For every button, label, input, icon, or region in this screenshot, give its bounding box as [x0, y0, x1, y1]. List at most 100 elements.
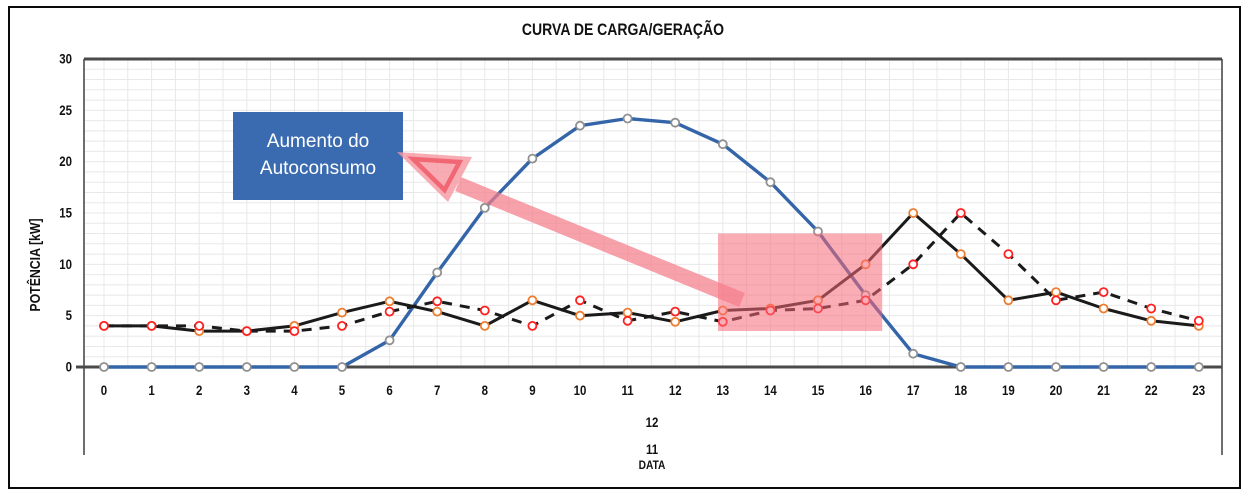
x-tick-label: 2 — [196, 383, 202, 398]
marker-carga — [527, 295, 538, 306]
x-tick-label: 0 — [101, 383, 107, 398]
tick-labels: 0 1 2 3 4 5 6 7 8 9 10 11 12 13 14 15 16 17 18 19 20 21 22 2305… — [59, 52, 1205, 399]
marker-carga — [955, 249, 966, 260]
marker-carga — [908, 208, 919, 218]
y-tick-label: 20 — [59, 154, 72, 169]
x-tick-label: 6 — [386, 383, 392, 398]
x-tick-label: 14 — [764, 383, 777, 398]
marker-geracao-fv — [1003, 362, 1014, 372]
marker-carga-deslocada — [479, 305, 490, 316]
x-tick-label: 1 — [148, 383, 154, 398]
marker-carga-deslocada — [527, 320, 538, 331]
y-tick-label: 15 — [59, 206, 72, 221]
x-tick-label: 23 — [1192, 383, 1205, 398]
marker-geracao-fv — [622, 113, 633, 124]
y-tick-label: 30 — [59, 52, 72, 67]
marker-geracao-fv — [241, 362, 252, 372]
highlight-region — [718, 233, 883, 331]
marker-carga-deslocada — [337, 320, 347, 331]
marker-carga — [622, 307, 633, 318]
marker-carga — [1098, 303, 1109, 314]
marker-carga — [432, 306, 443, 317]
x-tick-label: 8 — [482, 383, 488, 398]
marker-carga-deslocada — [146, 320, 157, 331]
x-tick-label: 11 — [622, 383, 634, 398]
marker-carga-deslocada — [432, 296, 443, 307]
series-geracao-fv — [99, 113, 1204, 372]
x-tick-label: 3 — [244, 383, 250, 398]
x-tick-label: 20 — [1050, 383, 1063, 398]
annotation-box: Aumento do Autoconsumo — [233, 112, 403, 200]
marker-carga — [479, 320, 490, 331]
marker-geracao-fv — [479, 202, 490, 213]
marker-geracao-fv — [670, 117, 681, 128]
marker-geracao-fv — [765, 177, 776, 188]
marker-geracao-fv — [1193, 362, 1204, 372]
chart-title: CURVA DE CARGA/GERAÇÃO — [522, 20, 724, 39]
x-tick-label: 12 — [669, 383, 682, 398]
y-tick-label: 10 — [59, 257, 72, 272]
marker-carga-deslocada — [908, 259, 919, 270]
y-tick-label: 0 — [66, 360, 72, 375]
x-tick-label: 19 — [1002, 383, 1015, 398]
marker-geracao-fv — [575, 120, 585, 131]
x-tick-label: 9 — [529, 383, 535, 398]
marker-carga — [1146, 315, 1157, 326]
x-tick-label: 7 — [434, 383, 440, 398]
marker-carga-deslocada — [1098, 287, 1109, 298]
marker-carga — [575, 310, 585, 321]
highlight-rect — [718, 233, 883, 331]
marker-geracao-fv — [384, 335, 395, 346]
marker-carga-deslocada — [1003, 249, 1014, 260]
marker-geracao-fv — [289, 362, 300, 372]
marker-carga — [670, 316, 681, 327]
marker-carga-deslocada — [1146, 303, 1157, 314]
x-axis-sublabel-day: 12 — [646, 415, 659, 430]
marker-carga-deslocada — [289, 326, 300, 337]
marker-carga — [384, 296, 395, 307]
marker-carga-deslocada — [622, 315, 633, 326]
marker-carga-deslocada — [241, 326, 252, 337]
marker-carga-deslocada — [194, 320, 205, 331]
marker-geracao-fv — [1146, 362, 1157, 372]
y-tick-label: 5 — [66, 308, 72, 323]
x-axis-title: DATA — [639, 459, 666, 472]
marker-geracao-fv — [1098, 362, 1109, 372]
marker-carga-deslocada — [575, 295, 585, 306]
marker-carga-deslocada — [99, 320, 109, 331]
marker-carga — [1003, 295, 1014, 306]
x-tick-label: 22 — [1145, 383, 1158, 398]
marker-carga-deslocada — [1051, 295, 1061, 306]
y-tick-label: 25 — [59, 103, 72, 118]
marker-carga — [1051, 287, 1061, 298]
marker-geracao-fv — [146, 362, 157, 372]
marker-geracao-fv — [908, 348, 919, 359]
marker-geracao-fv — [194, 362, 205, 372]
x-tick-label: 10 — [574, 383, 587, 398]
marker-geracao-fv — [527, 153, 538, 164]
annotation-line-1: Aumento do — [266, 131, 370, 153]
marker-geracao-fv — [955, 362, 966, 372]
marker-geracao-fv — [337, 362, 347, 372]
marker-carga-deslocada — [670, 306, 681, 317]
x-tick-label: 17 — [907, 383, 920, 398]
x-tick-label: 21 — [1097, 383, 1110, 398]
x-tick-label: 18 — [954, 383, 967, 398]
marker-geracao-fv — [717, 139, 728, 150]
marker-carga-deslocada — [1193, 315, 1204, 326]
x-tick-label: 16 — [859, 383, 872, 398]
marker-geracao-fv — [99, 362, 109, 372]
marker-carga-deslocada — [955, 208, 966, 218]
marker-carga — [337, 307, 347, 318]
marker-geracao-fv — [1051, 362, 1061, 372]
x-tick-label: 13 — [716, 383, 729, 398]
gridlines — [84, 59, 1222, 367]
x-axis-sublabel-month: 11 — [646, 442, 658, 457]
y-axis-title: POTÊNCIA [kW] — [27, 218, 43, 311]
annotation-line-2: Autoconsumo — [259, 158, 377, 179]
x-tick-label: 4 — [291, 383, 297, 398]
x-tick-label: 5 — [339, 383, 345, 398]
marker-geracao-fv — [432, 267, 443, 278]
